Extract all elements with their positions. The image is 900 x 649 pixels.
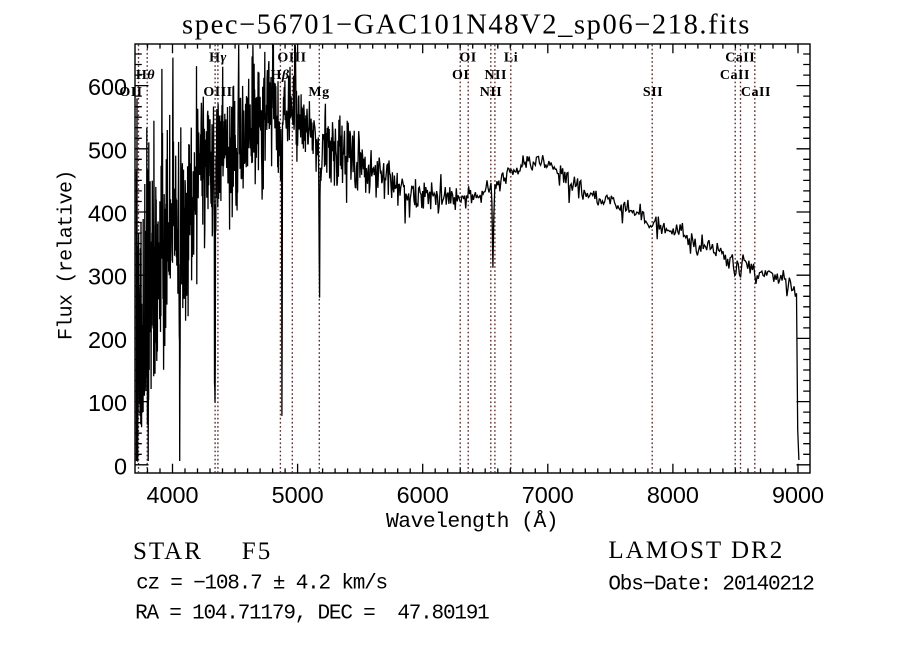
- svg-text:Wavelength (Å): Wavelength (Å): [386, 508, 558, 534]
- svg-text:F5: F5: [242, 538, 272, 565]
- svg-text:4000: 4000: [146, 482, 198, 508]
- svg-text:RA = 104.71179, DEC = 47.8019: RA = 104.71179, DEC = 47.80191: [135, 603, 489, 626]
- svg-text:6000: 6000: [397, 482, 449, 508]
- svg-text:Li: Li: [504, 51, 518, 66]
- svg-text:Hγ: Hγ: [209, 51, 227, 66]
- svg-text:OIII: OIII: [277, 51, 306, 66]
- svg-text:9000: 9000: [772, 482, 824, 508]
- svg-text:600: 600: [88, 74, 127, 100]
- svg-text:8000: 8000: [647, 482, 699, 508]
- svg-text:CaII: CaII: [741, 85, 771, 100]
- svg-text:CaII: CaII: [720, 68, 750, 83]
- svg-text:Mg: Mg: [308, 85, 329, 100]
- svg-text:OII: OII: [119, 85, 142, 100]
- svg-text:Obs−Date: 20140212: Obs−Date: 20140212: [608, 574, 814, 597]
- svg-text:OIII: OIII: [203, 85, 232, 100]
- svg-text:LAMOST DR2: LAMOST DR2: [608, 537, 784, 564]
- svg-text:SII: SII: [643, 85, 663, 100]
- svg-text:Hβ: Hβ: [270, 68, 289, 83]
- svg-text:7000: 7000: [522, 482, 574, 508]
- svg-text:100: 100: [88, 390, 127, 416]
- svg-text:0: 0: [114, 453, 127, 479]
- svg-text:Flux (relative): Flux (relative): [56, 170, 79, 340]
- svg-text:spec−56701−GAC101N48V2_sp06−21: spec−56701−GAC101N48V2_sp06−218.fits: [182, 10, 751, 41]
- svg-text:5000: 5000: [272, 482, 324, 508]
- svg-text:300: 300: [88, 264, 127, 290]
- svg-text:500: 500: [88, 137, 127, 163]
- svg-text:OI: OI: [452, 68, 469, 83]
- svg-text:NII: NII: [480, 85, 503, 100]
- svg-text:STAR: STAR: [133, 538, 203, 565]
- svg-text:CaII: CaII: [725, 51, 755, 66]
- svg-text:OI: OI: [459, 51, 476, 66]
- svg-text:cz = −108.7 ± 4.2 km/s: cz = −108.7 ± 4.2 km/s: [136, 573, 387, 596]
- svg-text:Hθ: Hθ: [136, 68, 155, 83]
- svg-text:NII: NII: [484, 68, 507, 83]
- svg-text:200: 200: [88, 327, 127, 353]
- svg-text:400: 400: [88, 201, 127, 227]
